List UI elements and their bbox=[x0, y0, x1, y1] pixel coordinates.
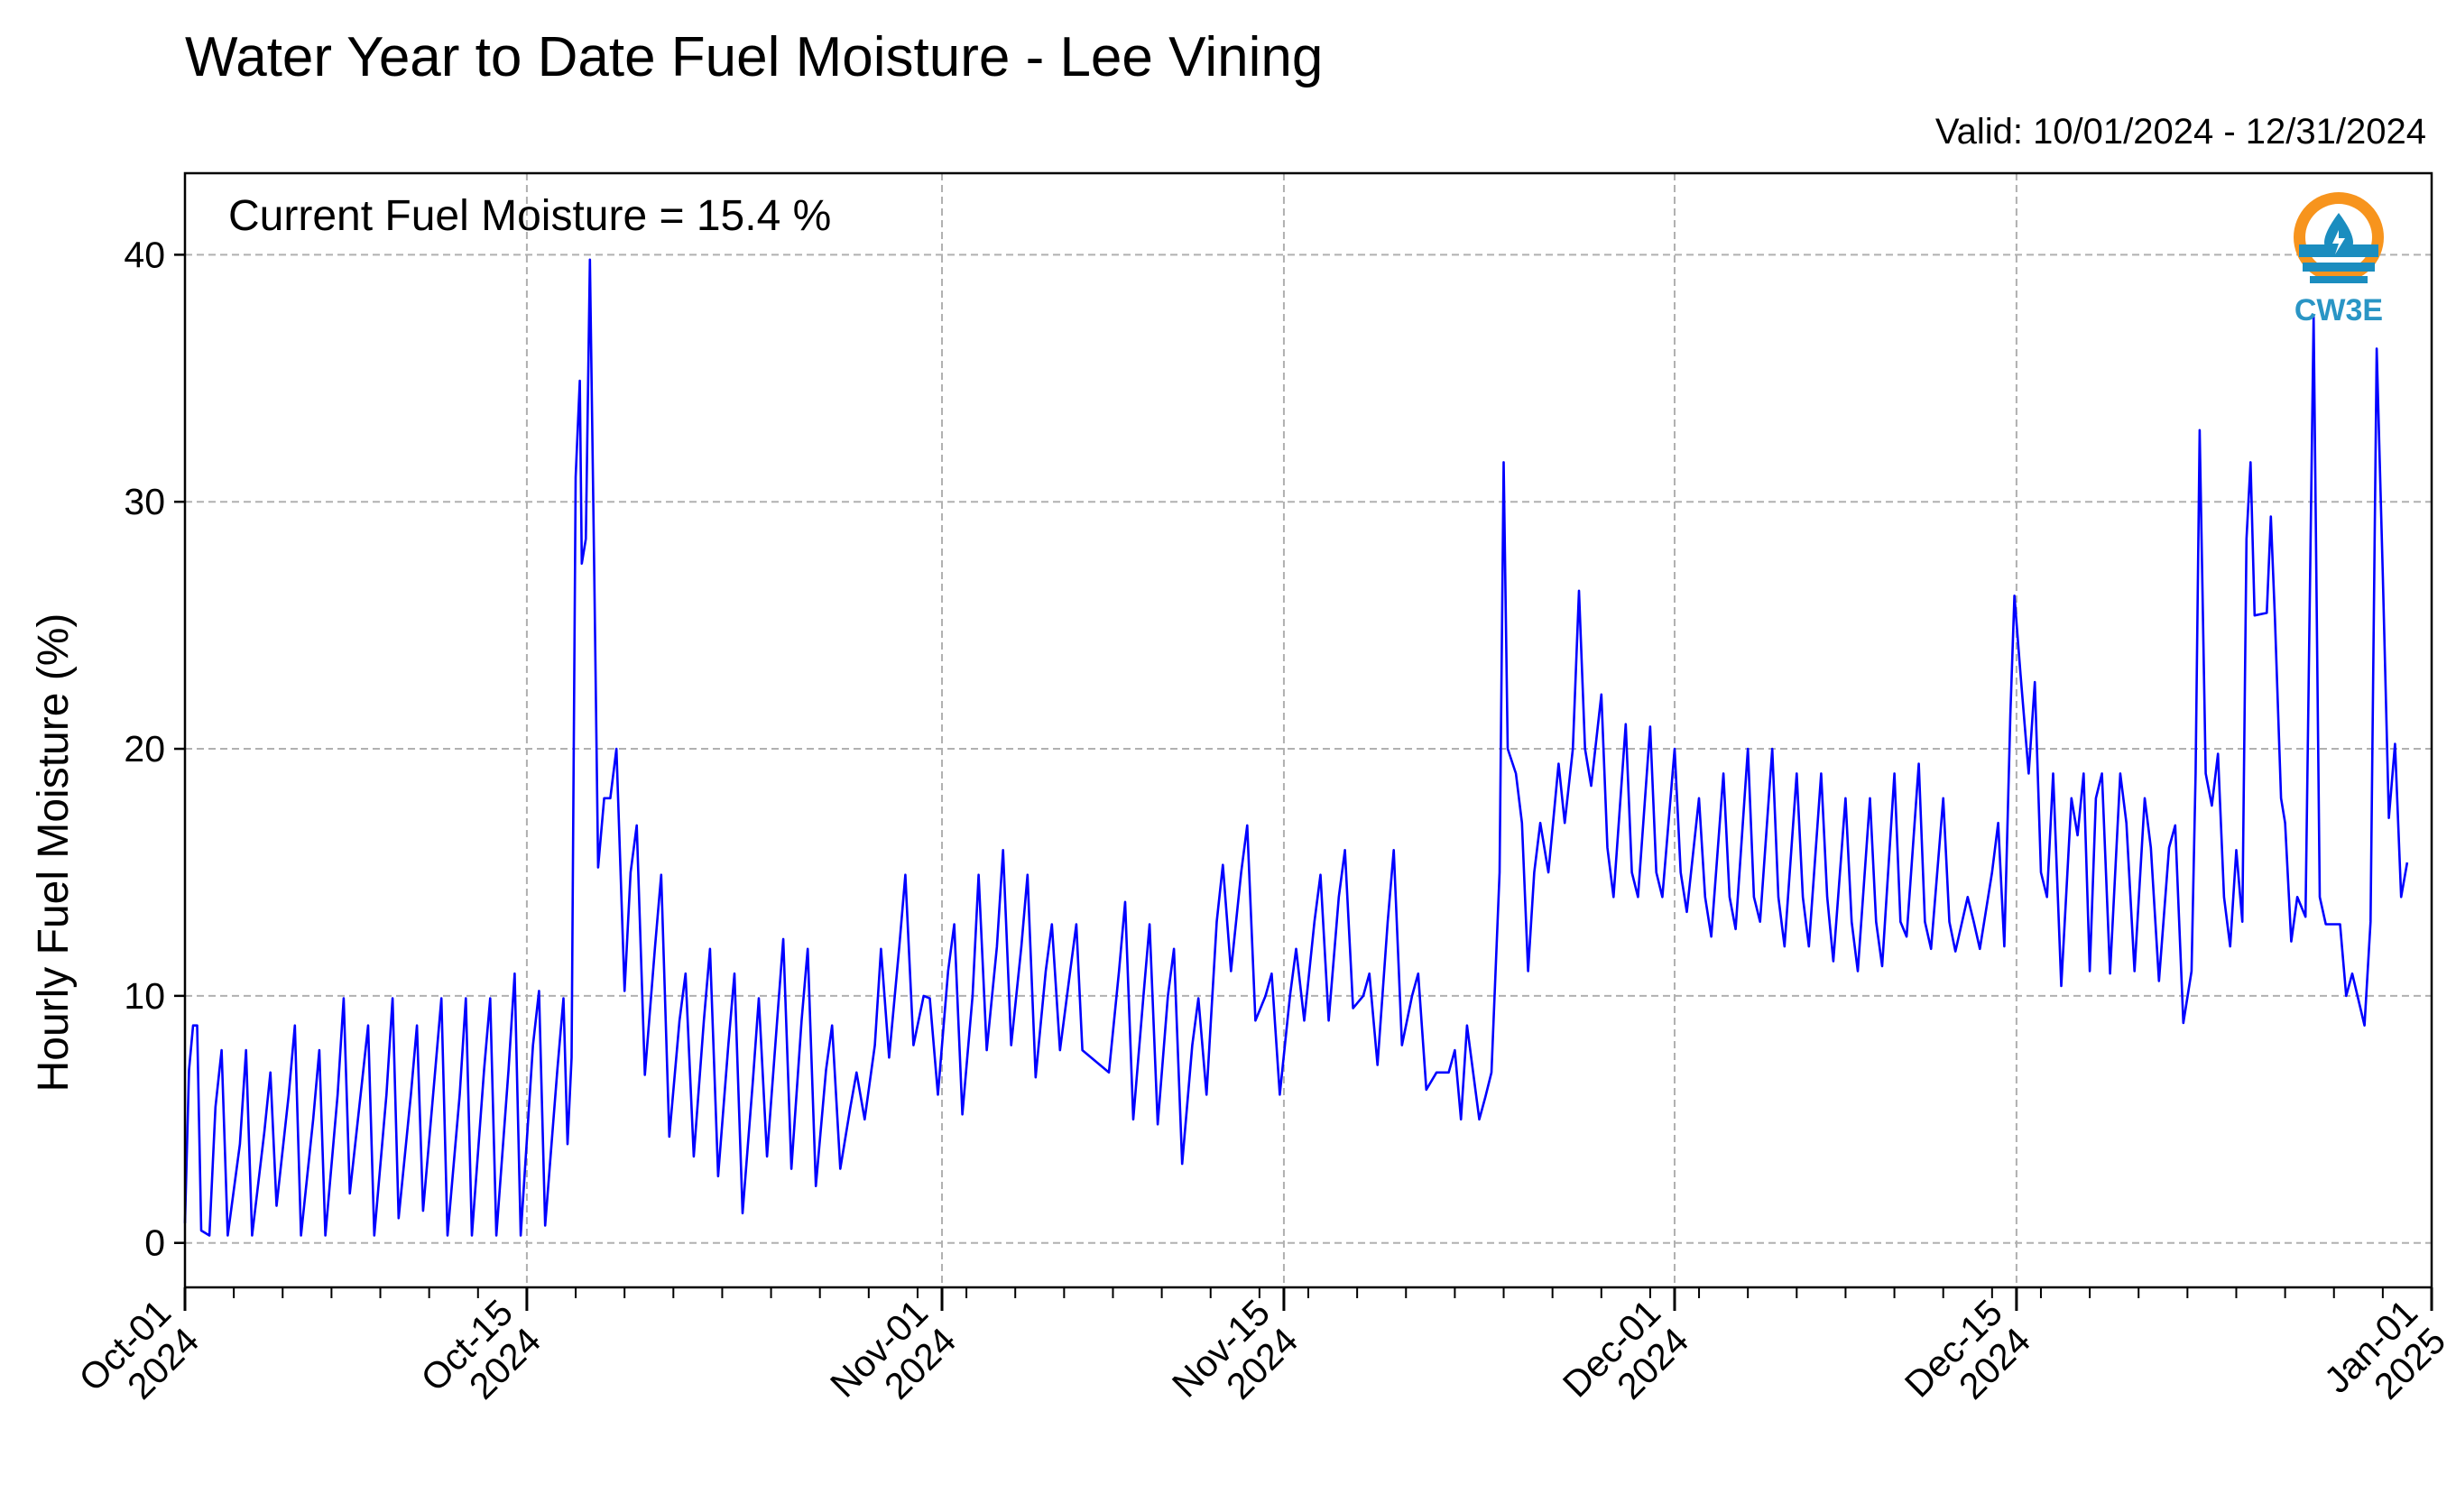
y-axis-label: Hourly Fuel Moisture (%) bbox=[30, 613, 78, 1093]
y-tick-label: 10 bbox=[124, 975, 165, 1017]
series-layer bbox=[183, 258, 2409, 1237]
y-tick-label: 20 bbox=[124, 728, 165, 770]
chart-title: Water Year to Date Fuel Moisture - Lee V… bbox=[185, 26, 1324, 88]
y-tick-label: 30 bbox=[124, 481, 165, 522]
cw3e-logo: CW3E bbox=[2294, 192, 2384, 327]
y-tick-label: 40 bbox=[124, 234, 165, 275]
axes bbox=[174, 171, 2433, 1311]
water-drop-logo-icon bbox=[2294, 192, 2384, 283]
plot-frame bbox=[183, 171, 2433, 1289]
valid-date-range: Valid: 10/01/2024 - 12/31/2024 bbox=[1934, 112, 2426, 152]
y-tick-label: 0 bbox=[144, 1222, 165, 1264]
cw3e-logo-text: CW3E bbox=[2294, 293, 2383, 327]
current-fuel-moisture-annotation: Current Fuel Moisture = 15.4 % bbox=[228, 192, 831, 240]
fuel-moisture-series-line bbox=[183, 258, 2409, 1237]
grid-lines bbox=[185, 173, 2432, 1287]
